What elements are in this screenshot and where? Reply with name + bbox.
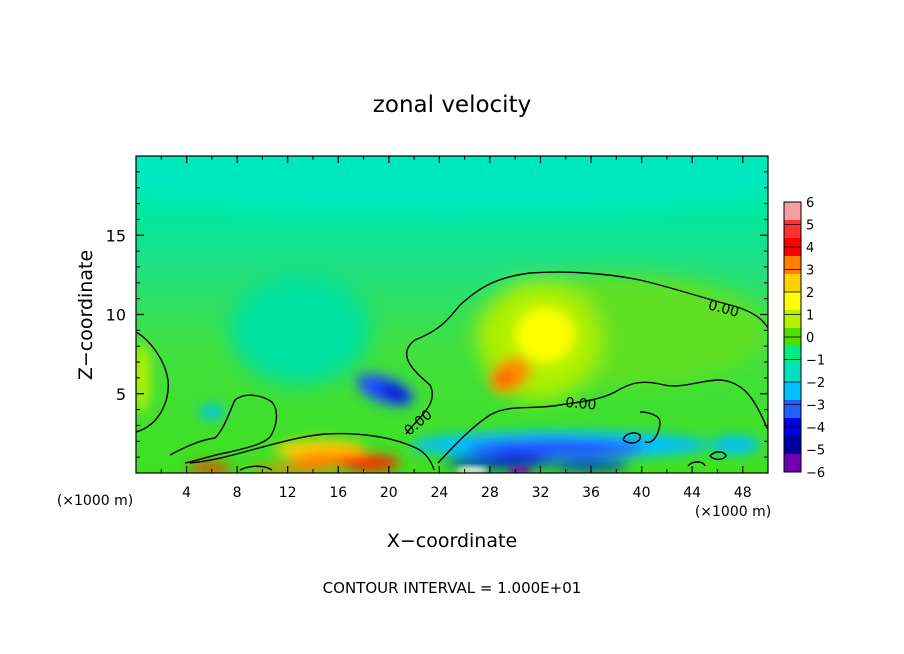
colorbar-label: 0 <box>806 331 814 346</box>
x-axis-label: X−coordinate <box>387 530 517 552</box>
contour-label: 0.00 <box>565 395 597 414</box>
velocity-field: 0.000.000.00 <box>136 156 768 473</box>
colorbar-label: −2 <box>806 376 825 391</box>
x-tick-label: 36 <box>582 485 600 501</box>
field-yellow-left-edge <box>136 343 150 413</box>
contour-bottom-small <box>239 465 273 471</box>
colorbar-label: −4 <box>806 421 825 436</box>
x-tick-label: 12 <box>279 485 297 501</box>
field-cyan-patch-right <box>710 436 760 454</box>
x-tick-label: 16 <box>329 485 347 501</box>
field-darkblue-min-left <box>379 384 411 402</box>
contour-lower-closure <box>639 411 661 444</box>
field-blue-band-bottom <box>465 439 645 457</box>
chart-title: zonal velocity <box>373 92 531 118</box>
field-red-max-bottom-left <box>188 463 232 473</box>
contour-label: 0.00 <box>706 297 740 321</box>
field-cyan-region-left <box>230 275 370 385</box>
x-tick-label: 20 <box>380 485 398 501</box>
contour-loop-right2 <box>709 451 727 461</box>
colorbar-label: −5 <box>806 444 825 459</box>
field-red-max-bottom <box>340 455 400 471</box>
x-tick-label: 28 <box>481 485 499 501</box>
colorbar-swatch <box>784 256 801 275</box>
y-axis-ticks: 5 10 15 <box>106 171 768 458</box>
field-white-gap-bottom <box>456 467 488 473</box>
x-tick-label: 44 <box>683 485 701 501</box>
field-cyan-band-upper <box>136 156 768 213</box>
x-tick-label: 4 <box>182 485 191 501</box>
colorbar-label: 2 <box>806 286 814 301</box>
contour-interval-footer: CONTOUR INTERVAL = 1.000E+01 <box>323 579 582 597</box>
colorbar-swatch <box>784 400 801 419</box>
x-tick-label: 24 <box>430 485 448 501</box>
contour-main-upper <box>405 271 768 435</box>
x-tick-label: 32 <box>532 485 550 501</box>
colorbar-swatch <box>784 364 801 383</box>
colorbar-label: −3 <box>806 399 825 414</box>
colorbar-label: 5 <box>806 219 814 234</box>
x-axis-ticks: 4 8 12 16 20 24 28 32 36 40 44 48 <box>160 156 752 501</box>
y-axis-label: Z−coordinate <box>75 250 97 380</box>
colorbar-swatch <box>784 436 801 455</box>
y-tick-label: 15 <box>106 226 126 245</box>
field-purple-patch-bottom <box>508 467 532 473</box>
colorbar-swatch <box>784 274 801 293</box>
colorbar-swatch <box>784 292 801 311</box>
field-orange-bottom-left <box>250 465 330 473</box>
colorbar-label: 1 <box>806 309 814 324</box>
colorbar-label: 4 <box>806 241 814 256</box>
colorbar-label: 6 <box>806 196 814 211</box>
field-yellow-max <box>515 307 575 363</box>
colorbar: 6 5 4 3 2 1 0 −1 −2 −3 −4 −5 −6 <box>783 196 825 481</box>
field-cyan-patch-left <box>200 405 224 419</box>
colorbar-swatch <box>784 454 801 473</box>
x-tick-label: 48 <box>734 485 752 501</box>
field-red-core <box>496 370 514 386</box>
colorbar-swatch <box>784 346 801 365</box>
field-darkblue-bottom-right <box>550 460 630 470</box>
field-darkblue-bottom <box>445 456 555 468</box>
contour-main-lower <box>437 379 768 464</box>
contour-left-loop <box>169 394 278 464</box>
y-tick-label: 10 <box>106 306 126 325</box>
contour-loop-right3 <box>687 461 706 467</box>
x-tick-label: 8 <box>233 485 242 501</box>
colorbar-label: −6 <box>806 466 825 481</box>
x-unit-left: (×1000 m) <box>57 493 133 509</box>
y-tick-label: 5 <box>116 385 126 404</box>
contour-bottom-band <box>189 432 435 471</box>
colorbar-label: −1 <box>806 354 825 369</box>
zero-contours <box>136 271 768 471</box>
contour-loop-right <box>622 432 641 444</box>
colorbar-label: 3 <box>806 264 814 279</box>
colorbar-swatch <box>784 202 801 221</box>
colorbar-swatch <box>784 382 801 401</box>
x-unit-right: (×1000 m) <box>695 504 771 520</box>
colorbar-swatch <box>784 310 801 329</box>
x-tick-label: 40 <box>633 485 651 501</box>
contour-left-region <box>136 331 169 433</box>
colorbar-swatch <box>784 220 801 239</box>
